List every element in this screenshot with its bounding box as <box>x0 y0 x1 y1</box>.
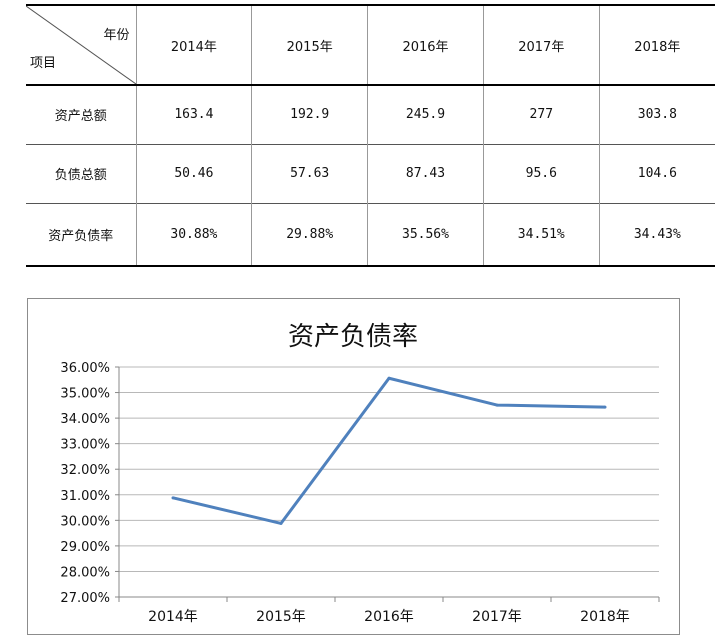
y-tick-label: 31.00% <box>60 489 110 504</box>
row-label: 负债总额 <box>54 168 107 183</box>
table-header-row: 年份 项目 2014年 2015年 2016年 2017年 2018年 <box>26 5 715 85</box>
x-tick-label: 2014年 <box>148 609 198 625</box>
corner-year-label: 年份 <box>103 28 130 43</box>
series-line <box>172 376 606 525</box>
row-label: 资产总额 <box>54 109 107 125</box>
table-cell: 245.9 <box>367 85 484 144</box>
table-row: 资产负债率 30.88% 29.88% 35.56% 34.51% 34.43% <box>26 203 715 266</box>
y-tick-label: 32.00% <box>60 463 110 478</box>
table-row: 资产总额 163.4 192.9 245.9 277 303.8 <box>26 85 715 144</box>
x-tick-label: 2015年 <box>256 609 306 625</box>
y-tick-label: 35.00% <box>60 387 110 402</box>
year-header: 2015年 <box>251 5 368 85</box>
corner-header-cell: 年份 项目 <box>26 5 136 85</box>
data-point <box>171 496 175 500</box>
table-cell: 35.56% <box>367 203 484 266</box>
x-tick-label: 2018年 <box>580 609 630 625</box>
table-cell: 34.43% <box>598 203 715 266</box>
table-cell: 95.6 <box>482 144 600 203</box>
y-tick-label: 34.00% <box>60 412 110 427</box>
data-point <box>495 403 499 407</box>
chart-container: 资产负债率 27.00% 28.00% 29.00% 30.00% 31.00% 32.0… <box>27 298 680 635</box>
year-header: 2017年 <box>482 5 600 85</box>
table-cell: 29.88% <box>251 203 368 266</box>
line-chart: 资产负债率 27.00% 28.00% 29.00% 30.00% 31.00% 32.0… <box>60 322 660 625</box>
data-point <box>279 521 283 525</box>
data-point <box>603 405 607 409</box>
chart-title: 资产负债率 <box>288 322 418 352</box>
table-row: 负债总额 50.46 57.63 87.43 95.6 104.6 <box>26 144 715 203</box>
year-header: 2016年 <box>367 5 484 85</box>
table-cell: 34.51% <box>482 203 600 266</box>
y-tick-label: 36.00% <box>60 361 110 376</box>
x-tick-label: 2017年 <box>472 609 522 625</box>
y-tick-label: 28.00% <box>60 565 110 580</box>
table-cell: 57.63 <box>251 144 368 203</box>
table-cell: 87.43 <box>367 144 484 203</box>
corner-item-label: 项目 <box>30 56 57 71</box>
y-tick-label: 33.00% <box>60 438 110 453</box>
x-tick-label: 2016年 <box>364 609 414 625</box>
data-table: 年份 项目 2014年 2015年 2016年 2017年 2018年 资产总额… <box>26 4 715 267</box>
row-label: 资产负债率 <box>48 228 114 244</box>
table-cell: 30.88% <box>135 203 252 266</box>
y-tick-label: 27.00% <box>60 591 110 606</box>
table-cell: 277 <box>482 85 600 144</box>
y-tick-label: 29.00% <box>60 540 110 555</box>
year-header: 2018年 <box>598 5 715 85</box>
diagonal-divider <box>26 6 136 84</box>
table-cell: 163.4 <box>135 85 252 144</box>
y-tick-label: 30.00% <box>60 514 110 529</box>
table-cell: 50.46 <box>135 144 252 203</box>
year-header: 2014年 <box>135 5 252 85</box>
table-cell: 104.6 <box>598 144 715 203</box>
data-point <box>387 376 391 380</box>
table-cell: 192.9 <box>251 85 368 144</box>
table-cell: 303.8 <box>598 85 715 144</box>
